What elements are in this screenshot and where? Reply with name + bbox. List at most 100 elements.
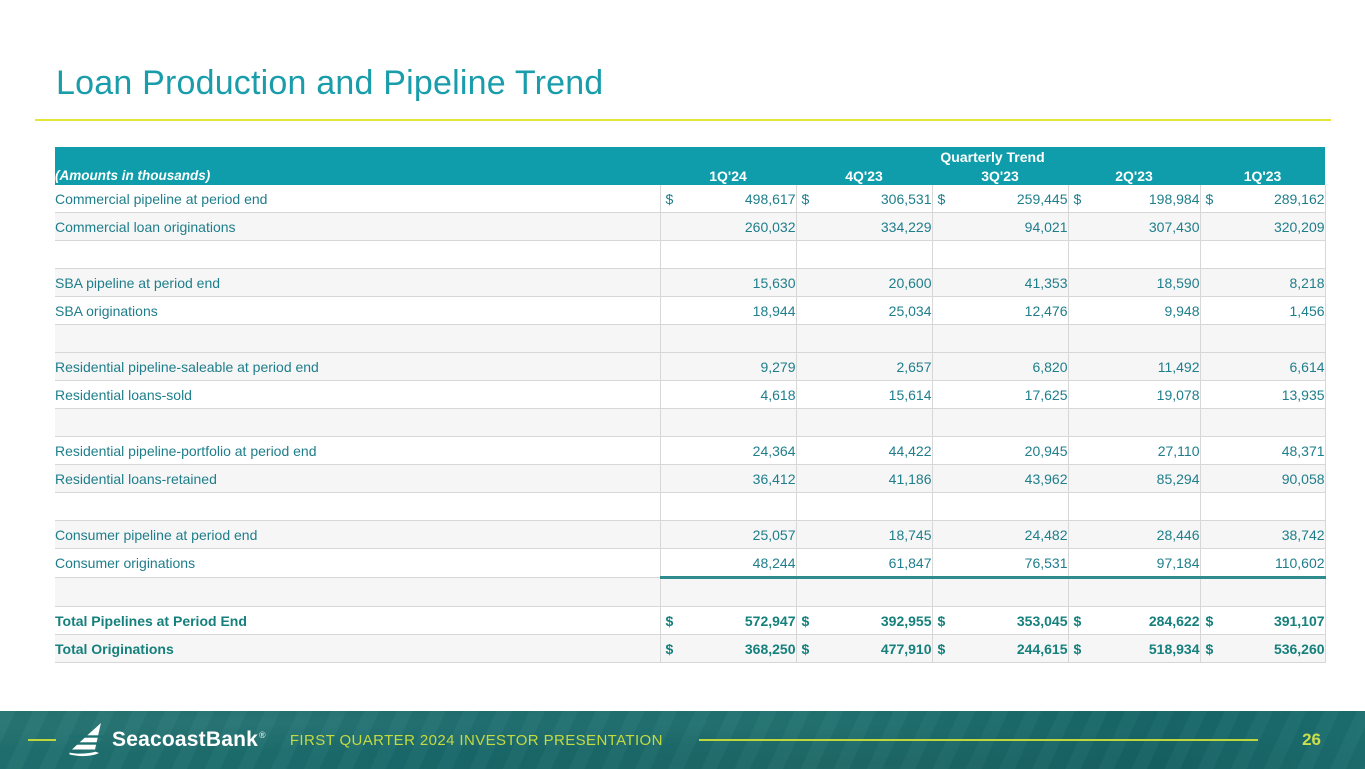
row-value-cell: 41,186 (795, 464, 932, 493)
table-blank-row (55, 492, 1326, 521)
row-value-cell: 48,244 (659, 548, 796, 579)
row-value-cell: 18,944 (659, 296, 796, 325)
row-value-cell: 18,590 (1067, 268, 1200, 297)
row-value-cell: 24,364 (659, 436, 796, 465)
table-row: SBA originations 18,944 25,034 12,476 9,948 1… (55, 296, 1326, 325)
cell-value: 76,531 (1024, 554, 1068, 571)
dollar-sign: $ (1205, 190, 1214, 207)
cell-value: 36,412 (752, 470, 796, 487)
row-value-cell: 20,600 (795, 268, 932, 297)
row-value-cell: $498,617 (659, 185, 796, 213)
row-value-cell: 2,657 (795, 352, 932, 381)
cell-value: 19,078 (1156, 386, 1200, 403)
row-value-cell (659, 240, 796, 269)
cell-value: 25,057 (752, 526, 796, 543)
dollar-sign: $ (665, 612, 674, 629)
row-value-cell (1199, 492, 1326, 521)
row-value-cell: 6,820 (931, 352, 1068, 381)
row-value-cell (1199, 324, 1326, 353)
row-value-cell: $306,531 (795, 185, 932, 213)
cell-value: 61,847 (888, 554, 932, 571)
column-header-4q23: 4Q'23 (796, 166, 932, 185)
row-value-cell (795, 324, 932, 353)
cell-value: 24,364 (752, 442, 796, 459)
row-value-cell: 43,962 (931, 464, 1068, 493)
row-value-cell: 1,456 (1199, 296, 1326, 325)
row-value-cell (1067, 577, 1200, 607)
dollar-sign: $ (1205, 640, 1214, 657)
row-value-cell: 27,110 (1067, 436, 1200, 465)
cell-value: 334,229 (880, 218, 932, 235)
sailboat-icon (69, 723, 103, 757)
cell-value: 353,045 (1016, 612, 1068, 629)
table-row: Residential loans-sold 4,618 15,614 17,625 1… (55, 380, 1326, 409)
cell-value: 41,353 (1024, 274, 1068, 291)
table-row: Commercial loan originations 260,032 334,2… (55, 212, 1326, 241)
cell-value: 15,630 (752, 274, 796, 291)
cell-value: 110,602 (1274, 554, 1325, 571)
row-value-cell: 13,935 (1199, 380, 1326, 409)
row-value-cell: 94,021 (931, 212, 1068, 241)
row-value-cell: 25,034 (795, 296, 932, 325)
row-label: Consumer pipeline at period end (55, 520, 660, 549)
brand-name: SeacoastBank® (112, 728, 266, 751)
row-value-cell: 44,422 (795, 436, 932, 465)
dollar-sign: $ (937, 612, 946, 629)
row-value-cell: 260,032 (659, 212, 796, 241)
cell-value: 48,244 (752, 554, 796, 571)
cell-value: 320,209 (1273, 218, 1325, 235)
table-row: Commercial pipeline at period end $498,61… (55, 185, 1326, 213)
row-label: SBA originations (55, 296, 660, 325)
cell-value: 2,657 (896, 358, 932, 375)
row-value-cell: 8,218 (1199, 268, 1326, 297)
row-value-cell: 110,602 (1199, 548, 1326, 579)
row-label: Residential loans-sold (55, 380, 660, 409)
table-blank-row (55, 240, 1326, 269)
row-value-cell: 28,446 (1067, 520, 1200, 549)
table-row: Consumer pipeline at period end 25,057 18,… (55, 520, 1326, 549)
row-value-cell: $244,615 (931, 634, 1068, 663)
row-label (55, 408, 660, 437)
column-header-1q24: 1Q'24 (660, 166, 796, 185)
row-value-cell: $391,107 (1199, 606, 1326, 635)
row-label (55, 577, 660, 607)
group-header-row: Quarterly Trend (55, 147, 1326, 166)
cell-value: 18,944 (752, 302, 796, 319)
cell-value: 44,422 (888, 442, 932, 459)
cell-value: 307,430 (1148, 218, 1200, 235)
cell-value: 48,371 (1281, 442, 1325, 459)
row-value-cell (795, 240, 932, 269)
row-value-cell: 25,057 (659, 520, 796, 549)
cell-value: 43,962 (1024, 470, 1068, 487)
row-label (55, 324, 660, 353)
registered-mark: ® (258, 730, 266, 740)
dollar-sign: $ (665, 190, 674, 207)
footer-rule-line (698, 739, 1259, 741)
row-value-cell: 4,618 (659, 380, 796, 409)
row-value-cell (1067, 324, 1200, 353)
row-value-cell: 11,492 (1067, 352, 1200, 381)
cell-value: 28,446 (1156, 526, 1200, 543)
table-row: Total Originations $368,250 $477,910 $244,6… (55, 634, 1326, 663)
row-value-cell: 12,476 (931, 296, 1068, 325)
row-value-cell (1067, 408, 1200, 437)
group-header: Quarterly Trend (660, 147, 1326, 166)
table-row: Residential loans-retained 36,412 41,186 43… (55, 464, 1326, 493)
row-value-cell (795, 492, 932, 521)
row-label (55, 492, 660, 521)
column-header-2q23: 2Q'23 (1068, 166, 1200, 185)
cell-value: 1,456 (1289, 302, 1325, 319)
row-label: Total Pipelines at Period End (55, 606, 660, 635)
row-label: Total Originations (55, 634, 660, 663)
row-value-cell: 76,531 (931, 548, 1068, 579)
row-value-cell: 18,745 (795, 520, 932, 549)
table-row: Residential pipeline-portfolio at period… (55, 436, 1326, 465)
row-value-cell (1199, 240, 1326, 269)
row-value-cell: $353,045 (931, 606, 1068, 635)
cell-value: 391,107 (1273, 612, 1325, 629)
loan-production-table: Quarterly Trend (Amounts in thousands) 1… (55, 147, 1326, 663)
row-value-cell: $259,445 (931, 185, 1068, 213)
cell-value: 25,034 (888, 302, 932, 319)
dollar-sign: $ (1073, 640, 1082, 657)
row-value-cell: $572,947 (659, 606, 796, 635)
